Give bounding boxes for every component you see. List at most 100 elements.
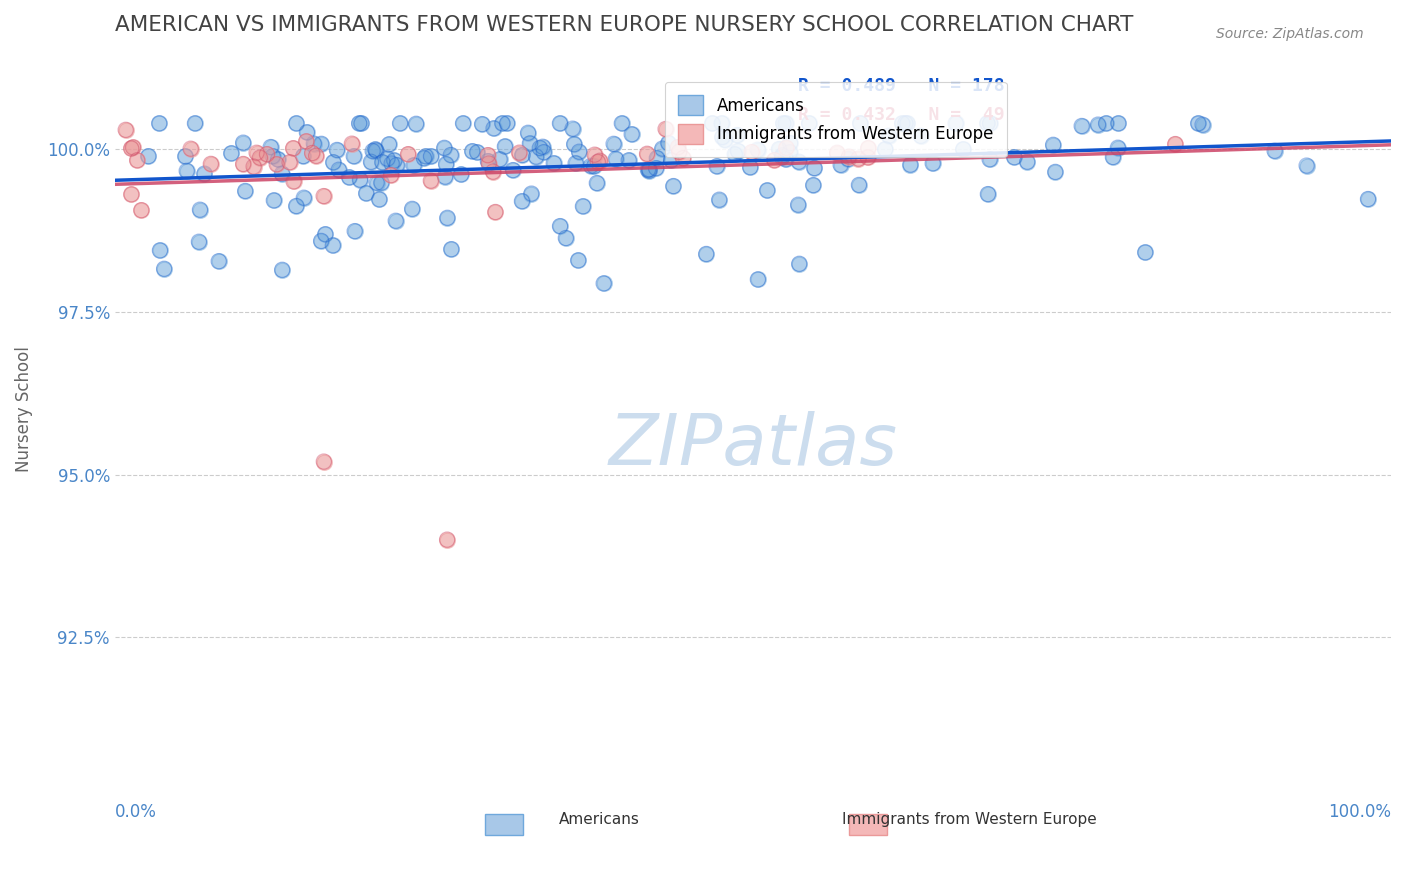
Americans — [322, 238, 344, 252]
Americans — [662, 179, 685, 194]
Point — [477, 148, 499, 162]
Americans — [440, 242, 463, 256]
Point — [502, 163, 524, 178]
Point — [562, 137, 585, 152]
Americans — [368, 193, 391, 207]
Americans — [259, 140, 281, 154]
Immigrants from Western Europe — [131, 203, 153, 218]
Point — [572, 199, 595, 213]
Americans — [347, 116, 370, 130]
Americans — [354, 186, 377, 201]
Point — [263, 194, 285, 208]
Point — [494, 139, 516, 153]
Immigrants from Western Europe — [477, 148, 499, 162]
Point — [1107, 116, 1129, 130]
Immigrants from Western Europe — [283, 141, 305, 155]
Point — [645, 151, 668, 165]
Americans — [801, 178, 824, 193]
Americans — [645, 151, 668, 165]
Point — [245, 145, 267, 160]
Point — [548, 219, 571, 233]
Immigrants from Western Europe — [120, 141, 142, 155]
Point — [724, 147, 747, 161]
Point — [775, 153, 797, 167]
Point — [638, 163, 661, 178]
Point — [305, 149, 328, 163]
Point — [945, 116, 967, 130]
Point — [605, 152, 627, 166]
Americans — [488, 153, 510, 167]
Americans — [837, 152, 859, 166]
Point — [465, 145, 488, 160]
Americans — [775, 153, 797, 167]
Point — [508, 145, 530, 160]
Americans — [657, 136, 679, 150]
Point — [638, 162, 661, 177]
Americans — [302, 136, 325, 151]
Point — [440, 148, 463, 162]
Point — [651, 142, 673, 156]
Point — [389, 116, 412, 130]
Point — [747, 272, 769, 286]
Point — [952, 142, 974, 156]
Point — [434, 157, 457, 171]
Immigrants from Western Europe — [666, 140, 689, 154]
Americans — [221, 146, 243, 161]
Americans — [451, 116, 474, 130]
Point — [848, 178, 870, 192]
Immigrants from Western Europe — [589, 153, 612, 168]
Point — [484, 205, 506, 219]
Point — [340, 136, 363, 151]
Americans — [187, 235, 209, 249]
Americans — [385, 158, 408, 172]
Point — [347, 116, 370, 130]
Point — [706, 159, 728, 173]
Americans — [337, 170, 360, 185]
Americans — [554, 231, 576, 245]
Immigrants from Western Europe — [583, 147, 606, 161]
Americans — [896, 116, 918, 130]
Americans — [343, 149, 366, 163]
Point — [772, 116, 794, 130]
Point — [659, 153, 682, 167]
Point — [554, 231, 576, 245]
Point — [371, 155, 394, 169]
Point — [396, 147, 419, 161]
Point — [420, 149, 443, 163]
Immigrants from Western Europe — [232, 157, 254, 171]
Point — [1070, 119, 1092, 133]
Americans — [471, 117, 494, 131]
Americans — [510, 194, 533, 209]
Point — [583, 147, 606, 161]
Americans — [1017, 154, 1039, 169]
Americans — [1357, 192, 1379, 206]
Immigrants from Western Europe — [312, 454, 335, 468]
Point — [756, 183, 779, 197]
Americans — [371, 155, 394, 169]
Americans — [659, 153, 682, 167]
Americans — [188, 202, 211, 217]
Americans — [1087, 118, 1109, 132]
Immigrants from Western Europe — [668, 145, 690, 159]
Point — [1164, 136, 1187, 151]
Point — [259, 140, 281, 154]
Immigrants from Western Europe — [484, 205, 506, 219]
Point — [385, 158, 408, 172]
Americans — [543, 156, 565, 170]
Point — [592, 277, 614, 291]
Immigrants from Western Europe — [482, 164, 505, 178]
Point — [256, 147, 278, 161]
Point — [271, 262, 294, 277]
Immigrants from Western Europe — [180, 142, 202, 156]
Point — [1101, 150, 1123, 164]
Immigrants from Western Europe — [242, 160, 264, 174]
Point — [311, 136, 333, 151]
Point — [711, 130, 734, 145]
Point — [496, 116, 519, 130]
Point — [548, 116, 571, 130]
Americans — [548, 116, 571, 130]
Immigrants from Western Europe — [245, 145, 267, 160]
Point — [921, 156, 943, 170]
Americans — [725, 128, 748, 142]
Americans — [803, 161, 825, 175]
